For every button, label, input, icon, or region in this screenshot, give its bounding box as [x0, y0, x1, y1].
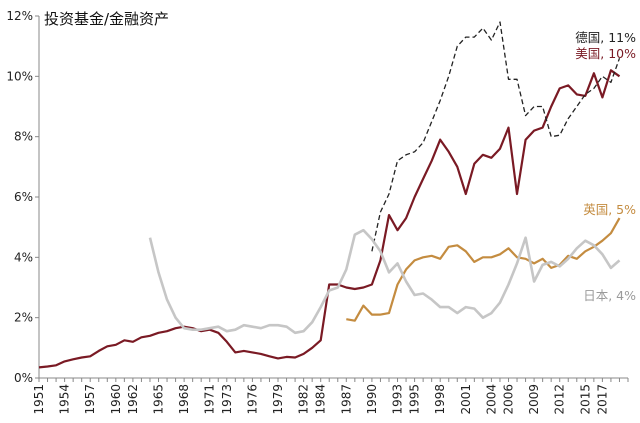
x-tick-label: 1962	[126, 384, 140, 415]
x-tick-label: 1990	[365, 384, 379, 415]
series-line-1	[371, 21, 621, 252]
y-tick-label: 10%	[6, 69, 33, 83]
series-layer	[38, 21, 621, 369]
series-label-2: 英国, 5%	[583, 202, 636, 217]
series-label-1: 德国, 11%	[575, 30, 636, 45]
series-label-3: 日本, 4%	[583, 288, 636, 303]
x-tick-label: 1987	[339, 384, 353, 415]
x-tick-label: 2006	[501, 384, 515, 415]
x-tick-label: 1979	[271, 384, 285, 415]
y-tick-label: 2%	[14, 311, 33, 325]
x-tick-label: 1965	[152, 384, 166, 415]
x-tick-label: 2004	[484, 384, 498, 415]
series-line-0	[38, 69, 621, 369]
label-layer: 美国, 10%德国, 11% 英国, 5% 日本, 4%	[575, 30, 636, 303]
x-tick-label: 1998	[433, 384, 447, 415]
chart-title: 投资基金/金融资产	[44, 10, 169, 28]
x-tick-label: 2012	[553, 384, 567, 415]
x-tick-label: 2001	[459, 384, 473, 415]
series-line-2	[346, 217, 621, 322]
x-tick-label: 1951	[32, 384, 46, 415]
y-tick-label: 6%	[14, 190, 33, 204]
series-label-0: 美国, 10%	[575, 46, 636, 61]
x-tick-label: 1984	[314, 384, 328, 415]
axes-layer: 0% 2% 4% 6% 8% 10% 12% 1951 1954 1957 1960 1962 1965…	[6, 9, 629, 415]
series-line-3	[148, 228, 621, 335]
x-tick-label: 1995	[408, 384, 422, 415]
y-tick-label: 4%	[14, 250, 33, 264]
y-tick-label: 0%	[14, 371, 33, 385]
x-tick-label: 1954	[58, 384, 72, 415]
x-tick-label: 1971	[203, 384, 217, 415]
x-tick-label: 1960	[109, 384, 123, 415]
x-tick-label: 1993	[391, 384, 405, 415]
x-tick-label: 2017	[595, 384, 609, 415]
y-tick-label: 12%	[6, 9, 33, 23]
x-tick-label: 1976	[245, 384, 259, 415]
x-tick-label: 2009	[527, 384, 541, 415]
x-tick-label: 1957	[83, 384, 97, 415]
x-tick-label: 1982	[297, 384, 311, 415]
x-tick-label: 2015	[578, 384, 592, 415]
x-tick-label: 1973	[220, 384, 234, 415]
x-tick-label: 1968	[177, 384, 191, 415]
y-tick-label: 8%	[14, 130, 33, 144]
